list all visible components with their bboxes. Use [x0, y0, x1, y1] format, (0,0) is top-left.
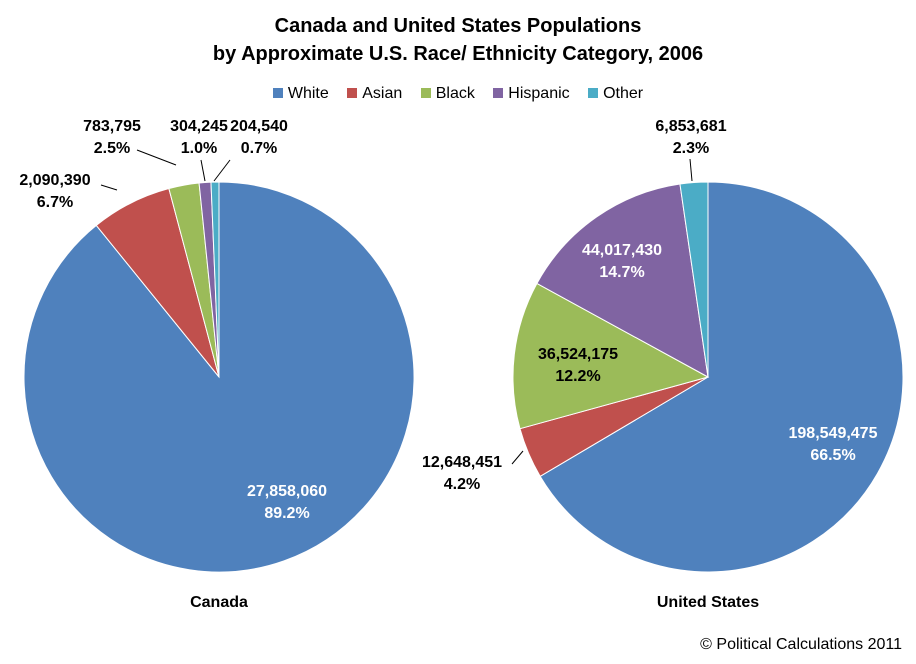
legend-label-black: Black — [435, 85, 475, 102]
data-label-percent: 89.2% — [264, 505, 309, 522]
data-label-canada-white: 27,858,060 89.2% — [247, 483, 327, 522]
data-label-united-states-other: 6,853,681 2.3% — [655, 118, 726, 157]
slice-united-states-other — [679, 181, 709, 378]
pie-canada: 27,858,060 89.2% 2,090,390 6.7% 783,795 2.5% 3… — [19, 118, 415, 611]
legend-swatch-black — [420, 88, 431, 98]
data-label-percent: 66.5% — [810, 447, 855, 464]
data-label-percent: 2.3% — [673, 140, 709, 157]
data-label-united-states-white: 198,549,475 66.5% — [789, 425, 878, 464]
data-label-percent: 12.2% — [555, 368, 600, 385]
legend-swatch-hispanic — [493, 88, 504, 98]
legend-item-black: Black — [420, 85, 475, 103]
chart-title: Canada and United States Populations by … — [0, 12, 916, 68]
data-label-value: 12,648,451 — [422, 454, 502, 471]
legend-swatch-asian — [347, 88, 358, 98]
data-label-value: 304,245 — [170, 118, 228, 135]
data-label-percent: 14.7% — [599, 264, 644, 281]
legend-label-white: White — [287, 85, 329, 102]
legend: White Asian Black Hispanic Other — [0, 85, 916, 103]
data-label-percent: 1.0% — [181, 140, 217, 157]
data-label-canada-black: 783,795 2.5% — [83, 118, 141, 157]
legend-item-hispanic: Hispanic — [493, 85, 570, 103]
data-label-canada-other: 204,540 0.7% — [230, 118, 288, 157]
legend-swatch-white — [272, 88, 283, 98]
leader-line-canada-asian — [100, 184, 118, 191]
legend-swatch-other — [588, 88, 599, 98]
data-label-united-states-hispanic: 44,017,430 14.7% — [582, 242, 662, 281]
slice-canada-other — [210, 181, 220, 378]
legend-item-asian: Asian — [347, 85, 402, 103]
pie-title-canada: Canada — [190, 594, 248, 611]
leader-line-united-states-asian — [511, 450, 524, 465]
pie-title-united-states: United States — [657, 594, 759, 611]
legend-item-white: White — [272, 85, 329, 103]
pie-united-states: 198,549,475 66.5% 12,648,451 4.2% 36,524,175… — [422, 118, 904, 611]
data-label-united-states-asian: 12,648,451 4.2% — [422, 454, 502, 493]
data-label-value: 204,540 — [230, 118, 288, 135]
slice-united-states-white — [539, 181, 904, 573]
data-label-value: 36,524,175 — [538, 346, 618, 363]
data-label-value: 2,090,390 — [19, 172, 90, 189]
data-label-value: 198,549,475 — [789, 425, 878, 442]
slice-united-states-hispanic — [536, 183, 709, 378]
slice-united-states-black — [512, 282, 710, 430]
leader-line-canada-other — [213, 159, 231, 182]
chart-title-line-1: Canada and United States Populations — [274, 15, 642, 37]
data-label-value: 27,858,060 — [247, 483, 327, 500]
leader-line-united-states-other — [689, 158, 693, 182]
data-label-percent: 6.7% — [37, 194, 73, 211]
data-label-value: 6,853,681 — [655, 118, 726, 135]
chart-title-line-2: by Approximate U.S. Race/ Ethnicity Cate… — [212, 43, 704, 65]
legend-label-asian: Asian — [362, 85, 403, 102]
legend-item-other: Other — [588, 85, 643, 103]
data-label-percent: 0.7% — [241, 140, 277, 157]
data-label-percent: 4.2% — [444, 476, 480, 493]
leader-line-canada-hispanic — [200, 159, 206, 182]
data-label-value: 44,017,430 — [582, 242, 662, 259]
data-label-value: 783,795 — [83, 118, 141, 135]
data-label-canada-hispanic: 304,245 1.0% — [170, 118, 228, 157]
legend-label-other: Other — [603, 85, 644, 102]
data-label-united-states-black: 36,524,175 12.2% — [538, 346, 618, 385]
leader-line-canada-black — [136, 149, 177, 166]
data-label-canada-asian: 2,090,390 6.7% — [19, 172, 90, 211]
legend-label-hispanic: Hispanic — [508, 85, 570, 102]
copyright-footer: © Political Calculations 2011 — [700, 636, 902, 653]
data-label-percent: 2.5% — [94, 140, 130, 157]
